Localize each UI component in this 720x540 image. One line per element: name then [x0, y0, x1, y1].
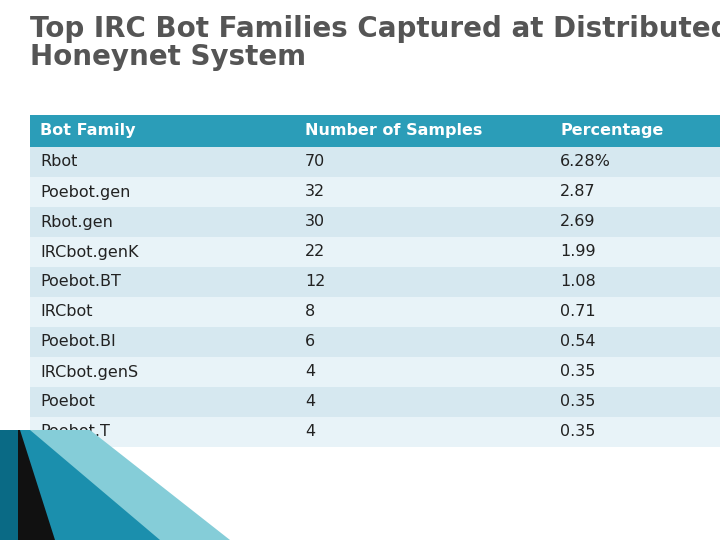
- Text: 0.35: 0.35: [560, 395, 595, 409]
- Text: 1.08: 1.08: [560, 274, 595, 289]
- Text: IRCbot.genS: IRCbot.genS: [40, 364, 138, 380]
- Bar: [295, 207, 550, 237]
- Text: 6.28%: 6.28%: [560, 154, 611, 170]
- Bar: [30, 267, 295, 297]
- Polygon shape: [0, 430, 230, 540]
- Bar: [550, 417, 720, 447]
- Bar: [550, 207, 720, 237]
- Bar: [550, 357, 720, 387]
- Polygon shape: [0, 430, 55, 540]
- Bar: [30, 115, 295, 147]
- Bar: [550, 237, 720, 267]
- Text: Bot Family: Bot Family: [40, 124, 135, 138]
- Bar: [30, 147, 295, 177]
- Text: 22: 22: [305, 245, 325, 260]
- Text: 2.69: 2.69: [560, 214, 595, 230]
- Text: Rbot: Rbot: [40, 154, 77, 170]
- Text: 0.35: 0.35: [560, 364, 595, 380]
- Bar: [295, 177, 550, 207]
- Bar: [550, 115, 720, 147]
- Bar: [550, 147, 720, 177]
- Text: Poebot.BT: Poebot.BT: [40, 274, 121, 289]
- Bar: [295, 417, 550, 447]
- Bar: [30, 327, 295, 357]
- Text: Number of Samples: Number of Samples: [305, 124, 482, 138]
- Text: 0.35: 0.35: [560, 424, 595, 440]
- Text: 1.99: 1.99: [560, 245, 595, 260]
- Text: 4: 4: [305, 424, 315, 440]
- Bar: [295, 237, 550, 267]
- Bar: [30, 417, 295, 447]
- Text: IRCbot: IRCbot: [40, 305, 92, 320]
- Bar: [550, 267, 720, 297]
- Text: 2.87: 2.87: [560, 185, 595, 199]
- Text: Top IRC Bot Families Captured at Distributed: Top IRC Bot Families Captured at Distrib…: [30, 15, 720, 43]
- Text: 30: 30: [305, 214, 325, 230]
- Bar: [295, 267, 550, 297]
- Text: 32: 32: [305, 185, 325, 199]
- Bar: [550, 327, 720, 357]
- Text: Poebot.T: Poebot.T: [40, 424, 110, 440]
- Bar: [30, 207, 295, 237]
- Bar: [295, 115, 550, 147]
- Text: 6: 6: [305, 334, 315, 349]
- Text: Percentage: Percentage: [560, 124, 663, 138]
- Text: Rbot.gen: Rbot.gen: [40, 214, 113, 230]
- Bar: [30, 237, 295, 267]
- Text: 4: 4: [305, 364, 315, 380]
- Text: 8: 8: [305, 305, 315, 320]
- Text: 70: 70: [305, 154, 325, 170]
- Text: 12: 12: [305, 274, 325, 289]
- Bar: [295, 147, 550, 177]
- Bar: [295, 387, 550, 417]
- Polygon shape: [0, 430, 160, 540]
- Text: IRCbot.genK: IRCbot.genK: [40, 245, 138, 260]
- Bar: [550, 297, 720, 327]
- Bar: [295, 327, 550, 357]
- Bar: [295, 297, 550, 327]
- Text: Poebot.BI: Poebot.BI: [40, 334, 116, 349]
- Bar: [30, 387, 295, 417]
- Bar: [550, 177, 720, 207]
- Bar: [30, 177, 295, 207]
- Text: 0.54: 0.54: [560, 334, 595, 349]
- Text: Honeynet System: Honeynet System: [30, 43, 306, 71]
- Text: 0.71: 0.71: [560, 305, 595, 320]
- Bar: [30, 297, 295, 327]
- Bar: [550, 387, 720, 417]
- Polygon shape: [0, 430, 18, 540]
- Bar: [295, 357, 550, 387]
- Text: Poebot.gen: Poebot.gen: [40, 185, 130, 199]
- Text: Poebot: Poebot: [40, 395, 95, 409]
- Bar: [30, 357, 295, 387]
- Text: 4: 4: [305, 395, 315, 409]
